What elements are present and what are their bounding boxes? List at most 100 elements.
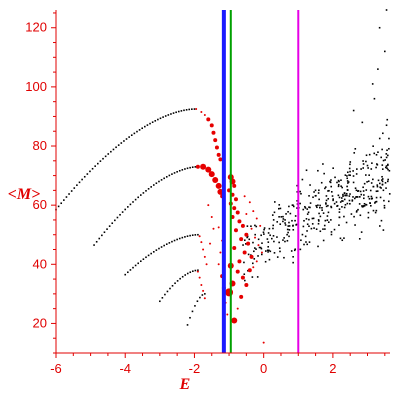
data-point: [376, 190, 379, 192]
curve-point: [176, 238, 178, 241]
data-point: [279, 207, 282, 210]
data-point: [299, 190, 301, 193]
curve-point: [158, 180, 160, 183]
data-point: [292, 224, 294, 227]
curve-point: [147, 254, 150, 257]
curve-point: [134, 264, 137, 267]
curve-point: [155, 249, 158, 251]
curve-point: [81, 178, 83, 181]
data-point: [357, 208, 359, 211]
curve-point: [173, 172, 176, 174]
curve-point: [114, 219, 116, 222]
data-point: [361, 206, 364, 208]
data-point: [254, 233, 256, 236]
curve-point: [158, 247, 160, 250]
data-point: [285, 213, 287, 215]
data-point: [317, 169, 319, 172]
curve-point: [173, 239, 176, 242]
data-point: [360, 168, 362, 170]
data-point: [367, 211, 370, 214]
data-point: [343, 206, 346, 209]
curve-point: [189, 166, 191, 169]
curve-point: [186, 324, 189, 326]
data-point: [271, 237, 273, 240]
y-tick-label: 80: [33, 138, 47, 153]
red-data-point: [209, 123, 214, 128]
data-point: [381, 148, 383, 151]
data-point: [244, 279, 246, 282]
curve-point: [183, 109, 185, 112]
data-point: [262, 231, 265, 234]
curve-points-layer: [55, 108, 206, 326]
curve-point: [154, 120, 157, 122]
data-point: [346, 180, 349, 182]
data-point: [273, 252, 276, 254]
curve-point: [160, 179, 163, 181]
data-point: [351, 200, 354, 202]
data-point: [337, 179, 340, 182]
data-point: [375, 196, 378, 199]
red-data-point: [195, 164, 200, 169]
data-point: [312, 217, 315, 220]
data-point: [318, 189, 320, 192]
curve-point: [116, 216, 119, 219]
data-point: [272, 235, 275, 237]
red-data-point: [198, 235, 201, 238]
curve-point: [191, 166, 194, 168]
data-point: [341, 206, 343, 208]
data-point: [344, 174, 347, 176]
red-data-point: [212, 177, 219, 184]
data-point: [323, 224, 326, 227]
curve-point: [171, 240, 173, 243]
data-point: [263, 228, 265, 231]
data-point: [349, 170, 351, 173]
curve-point: [184, 168, 186, 170]
data-point: [383, 207, 386, 209]
red-data-point: [247, 268, 252, 273]
data-point: [354, 224, 356, 226]
data-point: [374, 211, 377, 214]
data-point: [376, 163, 378, 165]
data-point: [311, 223, 314, 225]
data-point: [322, 212, 325, 214]
red-data-point: [203, 297, 206, 300]
data-point: [385, 156, 388, 159]
data-point: [348, 199, 351, 202]
red-data-point: [232, 183, 237, 188]
curve-point: [196, 300, 199, 303]
data-point: [341, 186, 343, 189]
data-point: [325, 203, 327, 205]
red-data-point: [203, 255, 206, 258]
red-data-point: [239, 237, 244, 242]
data-point: [315, 228, 318, 231]
data-point: [345, 192, 348, 195]
curve-point: [168, 242, 171, 244]
data-point: [327, 221, 330, 223]
red-data-point: [236, 307, 239, 310]
data-point: [352, 181, 355, 184]
curve-point: [98, 237, 101, 240]
data-point: [317, 204, 319, 207]
curve-point: [129, 269, 132, 271]
data-point: [379, 225, 381, 227]
curve-point: [102, 157, 104, 160]
data-point: [282, 215, 284, 218]
data-point: [363, 197, 365, 200]
data-point: [273, 201, 276, 203]
curve-point: [169, 287, 171, 290]
data-point: [276, 221, 279, 223]
data-point: [276, 256, 279, 258]
curve-point: [192, 270, 194, 273]
data-point: [362, 160, 364, 162]
data-point: [263, 233, 265, 235]
red-data-point: [203, 113, 206, 116]
data-point: [261, 242, 263, 244]
data-point: [269, 250, 272, 253]
curve-point: [121, 211, 124, 213]
red-data-point: [205, 263, 208, 266]
data-point: [282, 239, 284, 241]
data-point: [368, 198, 371, 200]
data-point: [306, 223, 309, 226]
red-data-point: [212, 227, 215, 230]
data-point: [380, 187, 382, 189]
